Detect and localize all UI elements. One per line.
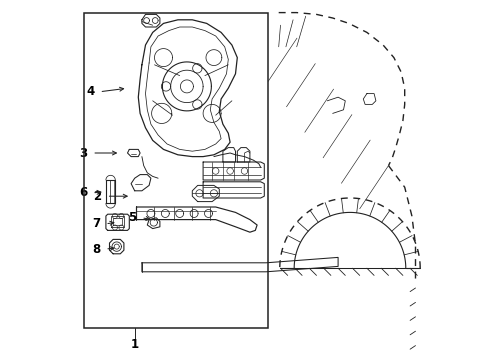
Text: 1: 1 [130, 338, 139, 351]
Text: 3: 3 [79, 147, 87, 159]
Text: 4: 4 [86, 85, 94, 98]
Text: 7: 7 [92, 217, 100, 230]
Text: 5: 5 [128, 211, 136, 224]
Text: 2: 2 [93, 190, 102, 203]
Text: 8: 8 [92, 243, 100, 256]
Bar [84, 13, 267, 328]
Text: 6: 6 [79, 186, 87, 199]
